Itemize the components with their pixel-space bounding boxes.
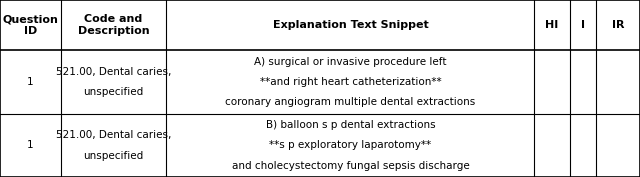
Text: **s p exploratory laparotomy**: **s p exploratory laparotomy** [269, 140, 431, 150]
Text: 521.00, Dental caries,: 521.00, Dental caries, [56, 67, 172, 77]
Text: unspecified: unspecified [83, 151, 144, 161]
Text: 521.00, Dental caries,: 521.00, Dental caries, [56, 130, 172, 140]
Text: I: I [581, 20, 585, 30]
Text: 1: 1 [27, 140, 34, 150]
Text: unspecified: unspecified [83, 87, 144, 97]
Text: 1: 1 [27, 77, 34, 87]
Text: HI: HI [545, 20, 559, 30]
Text: A) surgical or invasive procedure left: A) surgical or invasive procedure left [254, 57, 447, 67]
Text: Explanation Text Snippet: Explanation Text Snippet [273, 20, 428, 30]
Text: Question
ID: Question ID [3, 14, 58, 36]
Text: IR: IR [612, 20, 625, 30]
Text: and cholecystectomy fungal sepsis discharge: and cholecystectomy fungal sepsis discha… [232, 161, 469, 171]
Text: coronary angiogram multiple dental extractions: coronary angiogram multiple dental extra… [225, 98, 476, 107]
Text: B) balloon s p dental extractions: B) balloon s p dental extractions [266, 120, 435, 130]
Text: **and right heart catheterization**: **and right heart catheterization** [260, 77, 441, 87]
Text: Code and
Description: Code and Description [78, 14, 149, 36]
